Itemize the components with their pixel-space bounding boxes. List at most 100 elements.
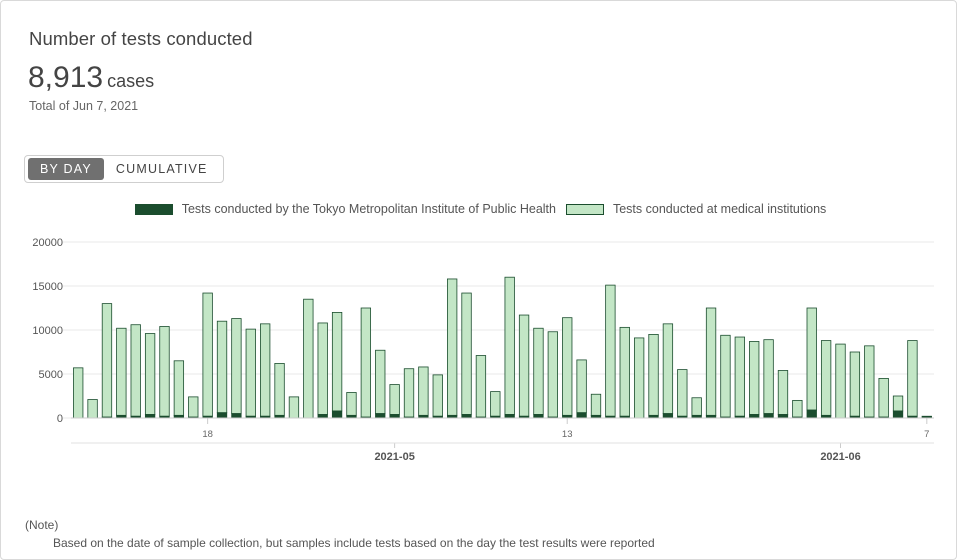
bar-medical [835, 343, 846, 419]
y-tick-label: 5000 [39, 369, 63, 381]
total-value: 8,913 cases [28, 61, 154, 95]
x-month-tick-label: 2021-06 [820, 451, 860, 463]
bar-medical [518, 314, 530, 417]
bar-medical [202, 292, 213, 417]
bar-medical [662, 323, 674, 414]
bar-medical [101, 303, 113, 418]
bar-medical [317, 322, 328, 415]
bar-institute [216, 412, 228, 419]
bar-medical [547, 331, 558, 418]
x-month-tick-label: 2021-05 [374, 451, 414, 463]
bar-medical [633, 337, 645, 419]
x-day-tick-label: 7 [924, 429, 929, 440]
cumulative-button[interactable]: CUMULATIVE [115, 162, 208, 176]
bar-medical [188, 396, 199, 418]
legend-swatch-medical [565, 203, 604, 215]
bar-institute [461, 414, 472, 419]
y-tick-label: 20000 [32, 237, 63, 249]
bar-medical [159, 326, 170, 417]
bar-institute [806, 409, 817, 419]
bar-institute [576, 412, 587, 419]
total-unit: cases [107, 71, 155, 91]
x-day-tick-label: 13 [562, 429, 573, 440]
bar-medical [346, 392, 357, 416]
bar-medical [734, 336, 745, 417]
bar-medical [447, 278, 458, 416]
bar-medical [619, 326, 630, 417]
bar-medical [763, 339, 774, 414]
bar-medical [648, 334, 659, 416]
bar-medical [490, 391, 501, 417]
bar-institute [763, 413, 774, 419]
bar-medical [878, 377, 889, 418]
bar-medical [590, 393, 602, 416]
note-label: (Note) [25, 518, 59, 532]
y-tick-label: 15000 [32, 281, 63, 293]
bar-medical [806, 307, 817, 411]
bar-institute [662, 413, 674, 419]
bar-institute [892, 410, 904, 419]
note-text: Based on the date of sample collection, … [53, 536, 655, 550]
bar-institute [231, 413, 242, 419]
bar-medical [907, 340, 918, 417]
bar-medical [749, 341, 760, 415]
bar-medical [144, 333, 156, 415]
bar-medical [576, 359, 587, 414]
bar-medical [389, 384, 400, 415]
bar-institute [389, 414, 400, 419]
bar-medical [231, 318, 242, 414]
bar-institute [533, 414, 544, 419]
bar-medical [116, 327, 127, 416]
bar-medical [461, 292, 472, 415]
legend-item-institute[interactable]: Tests conducted by the Tokyo Metropolita… [134, 202, 556, 216]
bar-institute [504, 414, 515, 419]
bar-medical [562, 317, 573, 416]
bar-medical [173, 360, 185, 416]
bar-institute [375, 413, 386, 419]
bar-medical [375, 349, 386, 414]
bar-institute [749, 414, 760, 419]
bar-medical [331, 312, 343, 412]
y-tick-label: 10000 [32, 325, 63, 337]
bar-medical [274, 363, 285, 416]
bar-medical [705, 307, 717, 416]
chart-legend: Tests conducted by the Tokyo Metropolita… [1, 202, 959, 216]
bar-medical [245, 328, 256, 417]
bar-medical [864, 345, 875, 418]
legend-swatch-institute [134, 203, 173, 215]
by-day-button[interactable]: BY DAY [28, 158, 104, 180]
bar-medical [360, 307, 372, 418]
y-tick-label: 0 [57, 413, 63, 425]
bar-institute [317, 414, 328, 419]
view-toggle: BY DAY CUMULATIVE [24, 155, 224, 183]
bar-medical [691, 397, 702, 416]
bar-medical [288, 396, 300, 419]
bar-medical [130, 324, 141, 417]
bar-medical [533, 327, 544, 415]
bar-medical [432, 374, 443, 417]
bar-medical [792, 399, 803, 418]
bar-medical [418, 366, 429, 416]
bar-medical [403, 368, 415, 418]
x-day-tick-label: 18 [202, 429, 213, 440]
legend-label-institute: Tests conducted by the Tokyo Metropolita… [181, 202, 556, 216]
bar-institute [331, 410, 343, 419]
bar-institute [144, 414, 156, 419]
bar-medical [475, 355, 487, 418]
legend-item-medical[interactable]: Tests conducted at medical institutions [565, 202, 826, 216]
bar-medical [605, 284, 616, 417]
bar-institute [777, 414, 789, 419]
total-date: Total of Jun 7, 2021 [29, 99, 139, 113]
bar-medical [504, 276, 515, 415]
bar-medical [87, 399, 98, 419]
card-title: Number of tests conducted [29, 28, 253, 49]
bar-medical [677, 369, 688, 417]
bar-medical [820, 340, 832, 416]
bar-medical [216, 320, 228, 414]
bar-medical [777, 370, 789, 415]
bar-medical [303, 298, 314, 419]
bar-chart: 0 5000 10000 15000 20000 18 13 7 2021-05 2021-06 [32, 237, 934, 463]
bar-medical [849, 351, 861, 417]
bar-medical [73, 367, 84, 419]
